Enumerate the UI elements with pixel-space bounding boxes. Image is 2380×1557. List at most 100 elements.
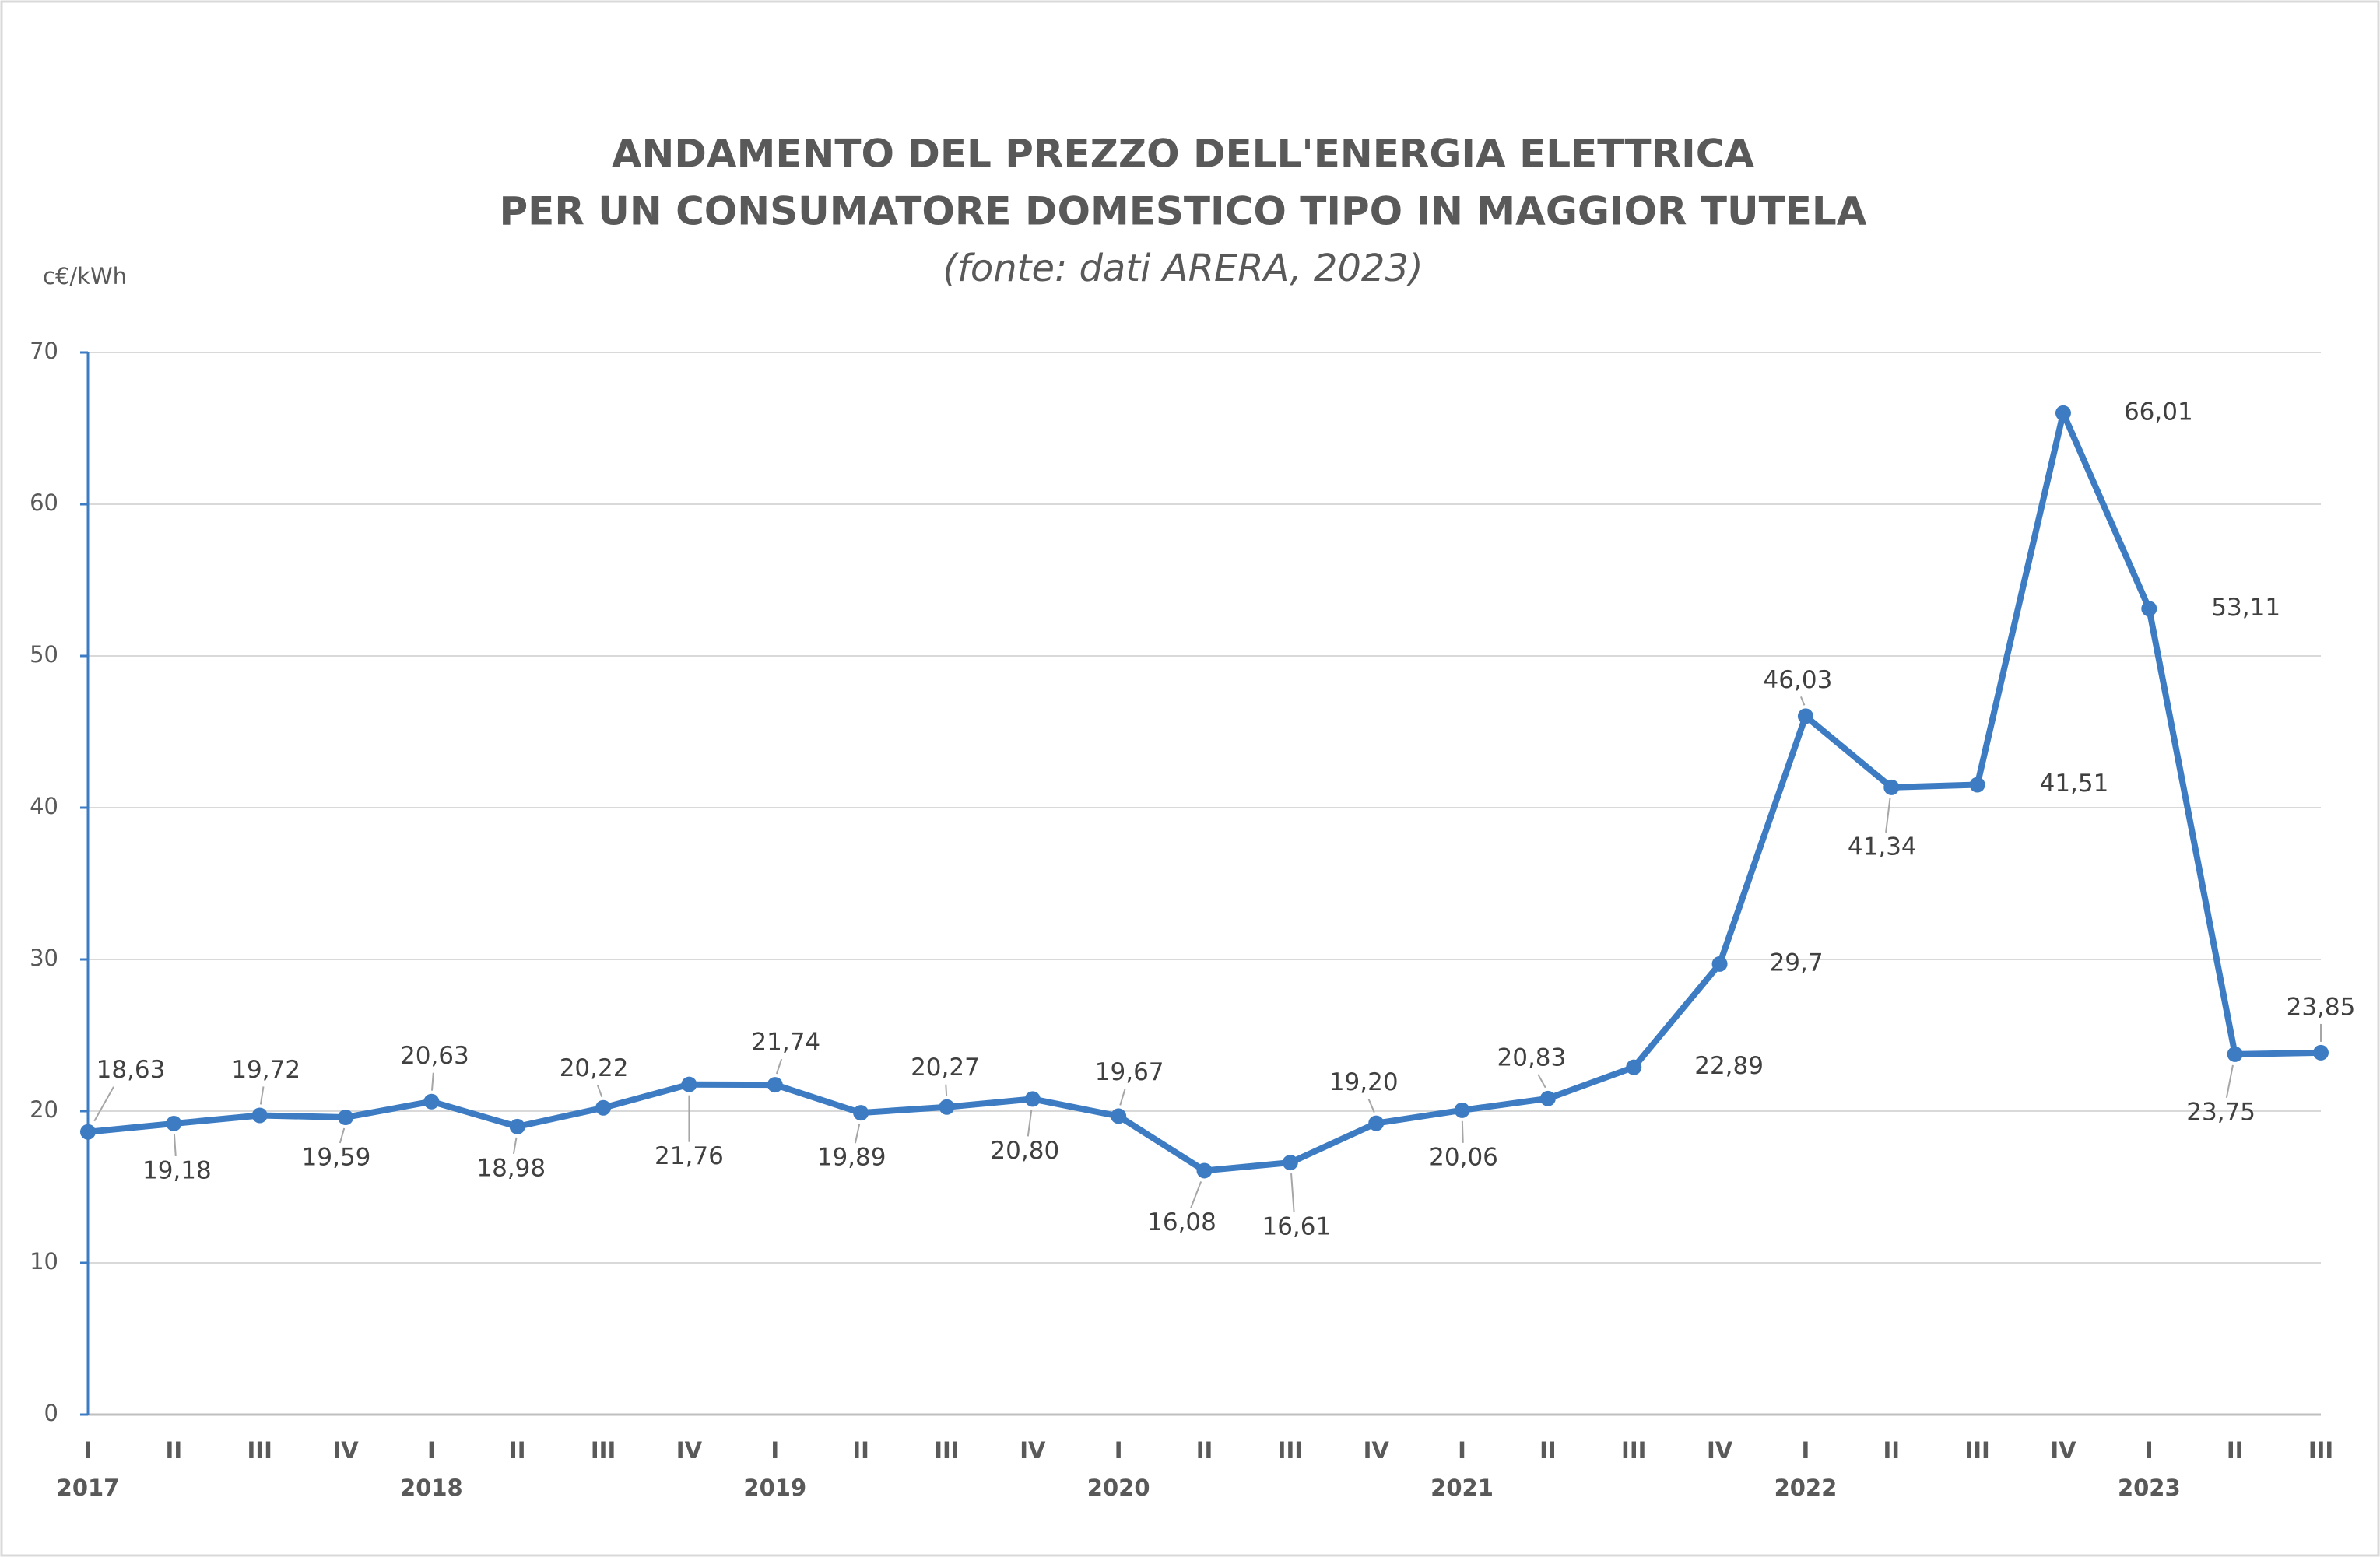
leader-line — [1119, 1089, 1126, 1106]
leader-line — [339, 1127, 346, 1144]
data-label: 19,89 — [817, 1144, 886, 1172]
data-point — [2313, 1044, 2329, 1061]
leader-line — [1367, 1099, 1375, 1113]
data-point — [1454, 1102, 1470, 1118]
data-label: 29,7 — [1770, 949, 1824, 977]
data-label: 19,20 — [1329, 1068, 1399, 1096]
y-tick-label: 40 — [30, 793, 58, 819]
data-label: 19,59 — [302, 1143, 371, 1171]
x-tick-label: I — [1115, 1437, 1123, 1464]
data-point — [1883, 779, 1900, 795]
data-point — [251, 1107, 268, 1124]
data-point — [1969, 777, 1985, 793]
data-point — [1626, 1059, 1642, 1075]
data-point — [767, 1077, 783, 1093]
x-tick-label: I — [84, 1437, 93, 1464]
data-label: 18,63 — [97, 1056, 166, 1084]
leader-line — [1885, 798, 1891, 833]
data-label: 23,85 — [2287, 993, 2356, 1021]
data-point — [1024, 1091, 1041, 1107]
data-label: 20,22 — [560, 1054, 629, 1082]
data-label: 20,63 — [400, 1042, 469, 1070]
data-label: 41,34 — [1848, 833, 1917, 861]
data-label: 20,06 — [1429, 1143, 1498, 1171]
leader-line — [93, 1086, 114, 1122]
y-axis-label: c€/kWh — [43, 263, 127, 289]
data-label: 18,98 — [476, 1154, 546, 1182]
leader-line — [775, 1058, 783, 1075]
data-label: 23,75 — [2186, 1098, 2255, 1126]
x-tick-label: III — [1964, 1437, 1989, 1464]
leader-line — [1290, 1173, 1295, 1213]
leader-line — [2225, 1064, 2234, 1099]
leader-line — [512, 1137, 518, 1155]
x-year-label: 2022 — [1774, 1475, 1838, 1501]
y-tick-label: 0 — [44, 1400, 58, 1426]
leader-line — [1190, 1181, 1202, 1208]
x-tick-label: IV — [1707, 1437, 1733, 1464]
x-tick-label: I — [771, 1437, 779, 1464]
data-label: 53,11 — [2211, 594, 2280, 622]
data-point — [1797, 708, 1813, 724]
data-point — [338, 1109, 354, 1125]
data-point — [166, 1115, 182, 1131]
data-point — [1196, 1162, 1213, 1179]
data-point — [2055, 405, 2071, 421]
x-tick-label: III — [934, 1437, 959, 1464]
y-tick-label: 10 — [30, 1248, 58, 1275]
x-year-label: 2023 — [2118, 1475, 2181, 1501]
x-tick-label: IV — [1020, 1437, 1046, 1464]
x-tick-label: I — [1802, 1437, 1810, 1464]
x-tick-label: IV — [332, 1437, 359, 1464]
x-tick-label: III — [247, 1437, 272, 1464]
leader-line — [259, 1086, 265, 1105]
leader-line — [1799, 696, 1806, 706]
x-tick-label: II — [166, 1437, 183, 1464]
data-point — [509, 1118, 525, 1134]
x-year-label: 2021 — [1430, 1475, 1494, 1501]
x-tick-label: I — [1458, 1437, 1466, 1464]
data-label: 20,27 — [911, 1054, 980, 1082]
leader-line — [854, 1123, 861, 1144]
data-label: 16,61 — [1262, 1213, 1331, 1241]
data-label: 19,72 — [231, 1056, 300, 1084]
data-point — [2227, 1046, 2243, 1062]
leader-line — [430, 1072, 434, 1091]
data-point — [2141, 601, 2157, 617]
x-tick-label: I — [427, 1437, 436, 1464]
data-label: 66,01 — [2124, 398, 2193, 426]
data-point — [80, 1124, 96, 1140]
chart-subtitle: (fonte: dati ARERA, 2023) — [943, 247, 1423, 290]
y-tick-label: 20 — [30, 1096, 58, 1123]
data-label: 22,89 — [1694, 1052, 1764, 1080]
data-label: 20,83 — [1497, 1043, 1567, 1071]
x-year-label: 2019 — [743, 1475, 806, 1501]
x-year-label: 2018 — [400, 1475, 463, 1501]
x-tick-label: II — [1883, 1437, 1900, 1464]
data-point — [681, 1076, 697, 1092]
data-point — [1111, 1108, 1127, 1124]
x-tick-label: IV — [1364, 1437, 1390, 1464]
data-label: 21,74 — [751, 1029, 820, 1057]
x-tick-label: III — [1278, 1437, 1303, 1464]
data-label: 20,80 — [990, 1137, 1059, 1165]
y-tick-label: 70 — [30, 338, 58, 364]
x-tick-label: II — [1196, 1437, 1213, 1464]
leader-line — [1027, 1110, 1033, 1137]
x-tick-label: II — [852, 1437, 869, 1464]
data-label: 19,18 — [142, 1156, 212, 1184]
x-tick-label: II — [2227, 1437, 2244, 1464]
leader-line — [173, 1134, 177, 1157]
data-label: 46,03 — [1764, 666, 1833, 694]
data-point — [1539, 1090, 1556, 1106]
y-tick-label: 50 — [30, 641, 58, 668]
data-point — [1282, 1155, 1298, 1171]
data-label: 21,76 — [655, 1142, 724, 1170]
data-label: 41,51 — [2040, 770, 2109, 798]
leader-line — [1537, 1074, 1546, 1089]
x-tick-label: IV — [2050, 1437, 2076, 1464]
x-year-label: 2020 — [1087, 1475, 1150, 1501]
x-tick-label: II — [1539, 1437, 1557, 1464]
x-tick-label: II — [509, 1437, 526, 1464]
